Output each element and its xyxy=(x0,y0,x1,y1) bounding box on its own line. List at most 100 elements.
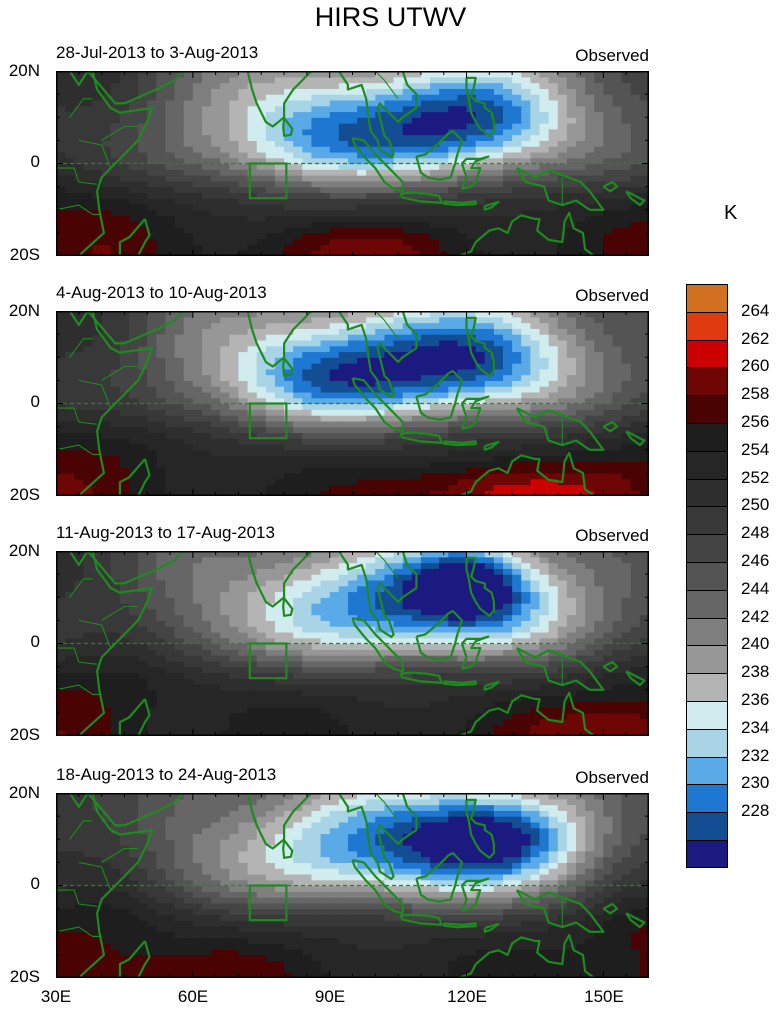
contour-cell xyxy=(65,666,75,674)
contour-cell xyxy=(384,478,395,486)
contour-cell xyxy=(65,334,75,341)
contour-cell xyxy=(484,209,495,217)
contour-cell xyxy=(247,169,258,176)
contour-cell xyxy=(594,438,604,445)
contour-cell xyxy=(83,649,94,656)
contour-cell xyxy=(557,357,568,364)
contour-cell xyxy=(630,175,641,182)
contour-cell xyxy=(192,215,203,222)
panel-2-svg xyxy=(56,311,649,496)
contour-cell xyxy=(557,345,568,353)
contour-cell xyxy=(375,250,386,256)
contour-cell xyxy=(128,551,139,558)
contour-cell xyxy=(302,88,313,95)
contour-cell xyxy=(402,117,413,124)
contour-cell xyxy=(83,608,94,616)
contour-cell xyxy=(320,128,331,136)
panel-3-svg xyxy=(56,551,649,736)
contour-cell xyxy=(612,328,623,335)
contour-cell xyxy=(357,334,367,341)
contour-cell xyxy=(83,620,94,627)
contour-cell xyxy=(192,345,203,353)
contour-cell xyxy=(420,467,431,474)
contour-cell xyxy=(56,438,66,445)
contour-cell xyxy=(128,238,139,246)
contour-cell xyxy=(375,82,386,89)
contour-cell xyxy=(229,472,240,480)
contour-cell xyxy=(83,455,94,462)
contour-cell xyxy=(612,105,623,113)
contour-cell xyxy=(439,192,449,199)
contour-cell xyxy=(530,88,541,95)
contour-cell xyxy=(357,409,367,416)
contour-cell xyxy=(274,311,285,318)
contour-cell xyxy=(65,111,75,118)
contour-cell xyxy=(612,322,623,329)
contour-cell xyxy=(229,455,240,462)
contour-cell xyxy=(557,351,568,358)
contour-cell xyxy=(594,409,604,416)
contour-cell xyxy=(183,345,194,353)
contour-cell xyxy=(402,151,413,159)
contour-cell xyxy=(128,672,139,679)
contour-cell xyxy=(211,461,221,468)
contour-cell xyxy=(156,562,167,569)
contour-cell xyxy=(411,238,422,246)
contour-cell xyxy=(512,140,522,147)
contour-cell xyxy=(274,76,285,84)
contour-cell xyxy=(366,82,376,89)
contour-cell xyxy=(65,351,75,358)
contour-cell xyxy=(256,397,267,405)
contour-cell xyxy=(630,345,641,353)
contour-cell xyxy=(357,146,367,153)
contour-cell xyxy=(612,391,623,399)
contour-cell xyxy=(366,467,376,474)
contour-cell xyxy=(457,117,468,124)
contour-cell xyxy=(238,163,249,170)
contour-cell xyxy=(247,198,258,205)
contour-cell xyxy=(530,105,541,113)
contour-cell xyxy=(503,345,513,353)
contour-cell xyxy=(284,322,294,329)
contour-cell xyxy=(503,221,513,228)
contour-cell xyxy=(274,420,285,428)
contour-cell xyxy=(329,351,340,358)
contour-cell xyxy=(229,339,240,347)
contour-cell xyxy=(174,105,185,113)
contour-cell xyxy=(311,140,322,147)
contour-cell xyxy=(439,339,449,347)
contour-cell xyxy=(284,221,294,228)
contour-cell xyxy=(238,351,249,358)
contour-cell xyxy=(128,484,139,491)
contour-cell xyxy=(585,484,595,491)
contour-cell xyxy=(475,397,486,405)
contour-cell xyxy=(74,701,84,708)
contour-cell xyxy=(384,198,395,205)
contour-cell xyxy=(603,374,614,381)
contour-cell xyxy=(220,221,230,228)
contour-cell xyxy=(329,134,340,141)
contour-cell xyxy=(539,198,550,205)
contour-cell xyxy=(274,443,285,451)
contour-cell xyxy=(293,432,303,439)
contour-cell xyxy=(420,455,431,462)
contour-cell xyxy=(110,438,121,445)
contour-cell xyxy=(484,169,495,176)
contour-cell xyxy=(220,597,230,604)
contour-cell xyxy=(594,146,604,153)
contour-cell xyxy=(357,461,367,468)
contour-cell xyxy=(548,232,559,240)
contour-cell xyxy=(512,490,522,496)
contour-cell xyxy=(74,238,84,246)
contour-cell xyxy=(65,707,75,714)
contour-cell xyxy=(174,467,185,474)
contour-cell xyxy=(402,88,413,95)
contour-cell xyxy=(56,443,66,451)
contour-cell xyxy=(320,111,331,118)
contour-cell xyxy=(110,701,121,708)
contour-cell xyxy=(347,238,358,246)
contour-cell xyxy=(512,209,522,217)
contour-cell xyxy=(603,157,614,165)
contour-cell xyxy=(329,380,340,387)
contour-cell xyxy=(174,660,185,668)
